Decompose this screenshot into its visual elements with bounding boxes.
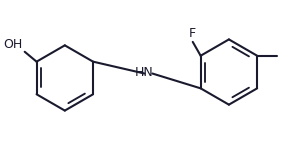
Text: HN: HN bbox=[135, 66, 154, 79]
Text: F: F bbox=[189, 27, 196, 40]
Text: OH: OH bbox=[3, 38, 23, 51]
